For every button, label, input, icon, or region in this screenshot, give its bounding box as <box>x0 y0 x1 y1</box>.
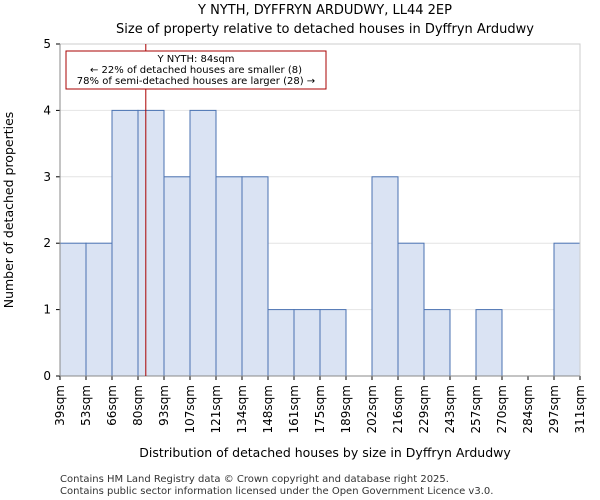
bar-148sqm <box>267 309 295 377</box>
x-tick-label: 216sqm <box>391 385 405 433</box>
annotation-line-2: ← 22% of detached houses are smaller (8) <box>90 65 302 76</box>
x-tick-label: 202sqm <box>365 385 379 433</box>
bar-175sqm <box>319 309 347 377</box>
x-tick-label: 66sqm <box>105 385 119 426</box>
bar-107sqm <box>189 109 217 377</box>
x-tick-label: 39sqm <box>53 385 67 426</box>
bar-161sqm <box>293 309 321 377</box>
chart-subtitle: Size of property relative to detached ho… <box>116 22 534 37</box>
annotation-line-3: 78% of semi-detached houses are larger (… <box>77 76 315 87</box>
x-tick-label: 229sqm <box>417 385 431 433</box>
y-tick-label: 5 <box>43 37 51 51</box>
bar-229sqm <box>423 309 451 377</box>
x-tick-label: 257sqm <box>469 385 483 433</box>
x-tick-label: 189sqm <box>339 385 353 433</box>
bars <box>59 109 581 377</box>
x-axis-label: Distribution of detached houses by size … <box>139 445 511 460</box>
x-tick-label: 270sqm <box>495 385 509 433</box>
annotation-box: Y NYTH: 84sqm ← 22% of detached houses a… <box>65 50 327 90</box>
footer-line-1: Contains HM Land Registry data © Crown c… <box>60 474 449 485</box>
bar-134sqm <box>241 176 269 377</box>
x-tick-label: 148sqm <box>261 385 275 433</box>
bar-93sqm <box>163 176 191 377</box>
y-tick-label: 4 <box>43 103 51 117</box>
bar-80sqm <box>137 109 165 377</box>
x-tick-label: 311sqm <box>573 385 587 433</box>
x-tick-label: 161sqm <box>287 385 301 433</box>
bar-202sqm <box>371 176 399 377</box>
footer-line-2: Contains public sector information licen… <box>60 486 493 497</box>
x-tick-label: 53sqm <box>79 385 93 426</box>
x-ticks: 39sqm 53sqm 66sqm 80sqm 93sqm 107sqm 121sqm 134… <box>53 44 587 433</box>
y-ticks: 0 1 2 3 4 5 <box>43 37 60 383</box>
bar-216sqm <box>397 242 425 377</box>
annotation-line-1: Y NYTH: 84sqm <box>156 54 234 65</box>
y-tick-label: 2 <box>43 236 51 250</box>
chart-title: Y NYTH, DYFFRYN ARDUDWY, LL44 2EP <box>197 3 452 18</box>
y-tick-label: 1 <box>43 303 51 317</box>
y-tick-label: 3 <box>43 170 51 184</box>
x-tick-label: 175sqm <box>313 385 327 433</box>
x-tick-label: 284sqm <box>521 385 535 433</box>
bar-66sqm <box>111 109 139 377</box>
annotation-border <box>65 50 327 90</box>
bar-39sqm <box>59 242 87 377</box>
y-tick-label: 0 <box>43 369 51 383</box>
x-tick-label: 121sqm <box>209 385 223 433</box>
x-tick-label: 80sqm <box>131 385 145 426</box>
bar-53sqm <box>85 242 113 377</box>
x-tick-label: 297sqm <box>547 385 561 433</box>
bar-121sqm <box>215 176 243 377</box>
x-tick-label: 243sqm <box>443 385 457 433</box>
bar-257sqm <box>475 309 503 377</box>
x-tick-label: 134sqm <box>235 385 249 433</box>
y-axis-label: Number of detached properties <box>1 112 16 309</box>
bar-297sqm <box>553 242 581 377</box>
x-tick-label: 93sqm <box>157 385 171 426</box>
x-tick-label: 107sqm <box>183 385 197 433</box>
